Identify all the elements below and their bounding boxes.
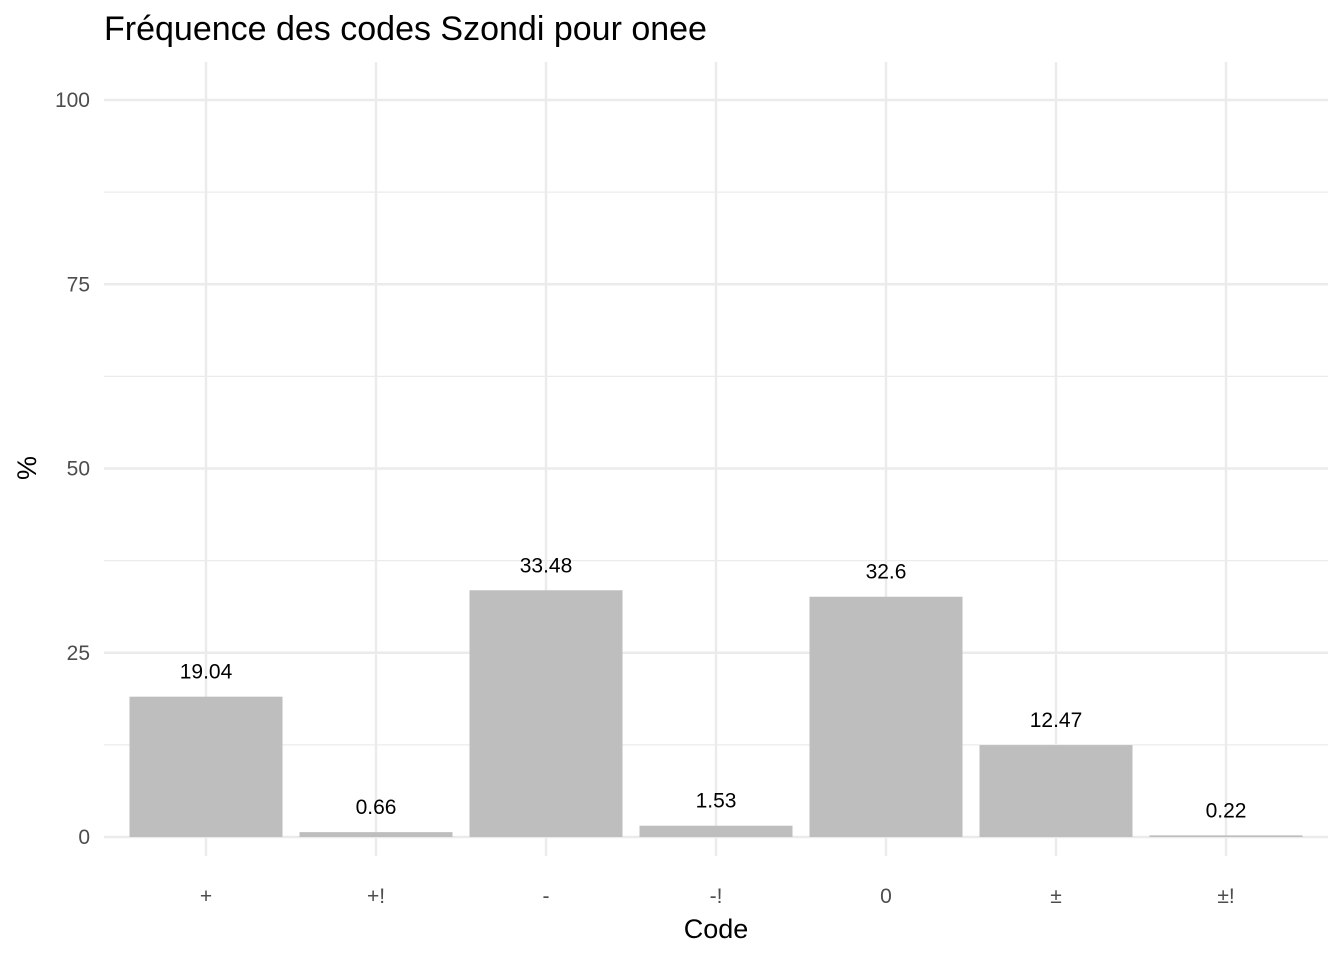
bar	[809, 596, 963, 837]
x-axis-title: Code	[684, 914, 749, 944]
bar	[1149, 835, 1303, 837]
bars	[129, 590, 1303, 837]
grid-lines	[104, 62, 1328, 856]
data-label: 33.48	[520, 554, 573, 577]
y-tick-label: 100	[55, 89, 90, 112]
y-tick-label: 75	[67, 273, 90, 296]
data-label: 0.66	[356, 796, 397, 819]
bar	[639, 825, 793, 837]
bar	[469, 590, 623, 837]
y-axis-ticks: 0 25 50 75 100	[55, 89, 90, 849]
data-label: 0.22	[1206, 799, 1247, 822]
data-label: 32.6	[866, 561, 907, 584]
x-tick-label: ±!	[1217, 885, 1234, 908]
x-tick-label: +	[200, 885, 212, 908]
y-axis-title: %	[12, 456, 42, 480]
x-tick-label: -	[543, 885, 550, 908]
data-label: 19.04	[180, 661, 233, 684]
data-labels: 19.04 0.66 33.48 1.53 32.6 12.47 0.22	[180, 554, 1247, 822]
bar	[299, 832, 453, 837]
data-label: 1.53	[696, 790, 737, 813]
y-tick-label: 0	[78, 826, 90, 849]
bar	[129, 696, 283, 837]
x-tick-label: +!	[367, 885, 385, 908]
y-tick-label: 25	[67, 642, 90, 665]
x-tick-label: -!	[710, 885, 723, 908]
bar	[979, 745, 1133, 837]
chart-title: Fréquence des codes Szondi pour onee	[104, 10, 707, 48]
data-label: 12.47	[1030, 709, 1083, 732]
x-axis-ticks: + +! - -! 0 ± ±!	[200, 885, 1235, 908]
x-tick-label: ±	[1050, 885, 1062, 908]
x-tick-label: 0	[880, 885, 892, 908]
y-tick-label: 50	[67, 458, 90, 481]
